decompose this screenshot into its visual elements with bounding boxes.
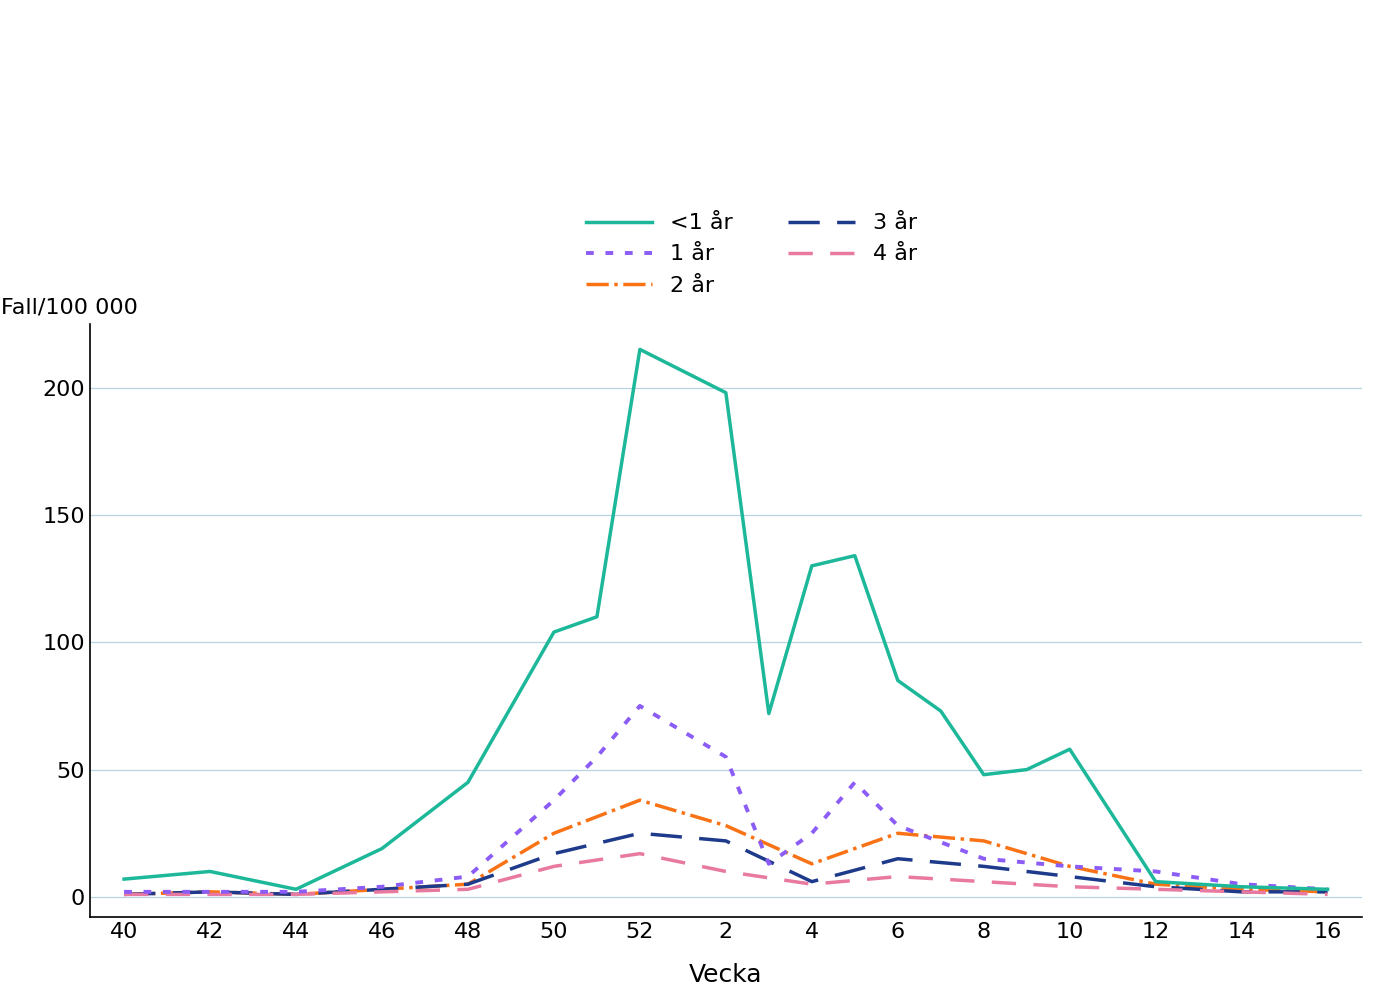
X-axis label: Vecka: Vecka: [688, 963, 763, 987]
Legend: <1 år, 1 år, 2 år, 3 år, 4 år, : <1 år, 1 år, 2 år, 3 år, 4 år,: [577, 204, 925, 305]
Text: Fall/100 000: Fall/100 000: [0, 298, 138, 318]
